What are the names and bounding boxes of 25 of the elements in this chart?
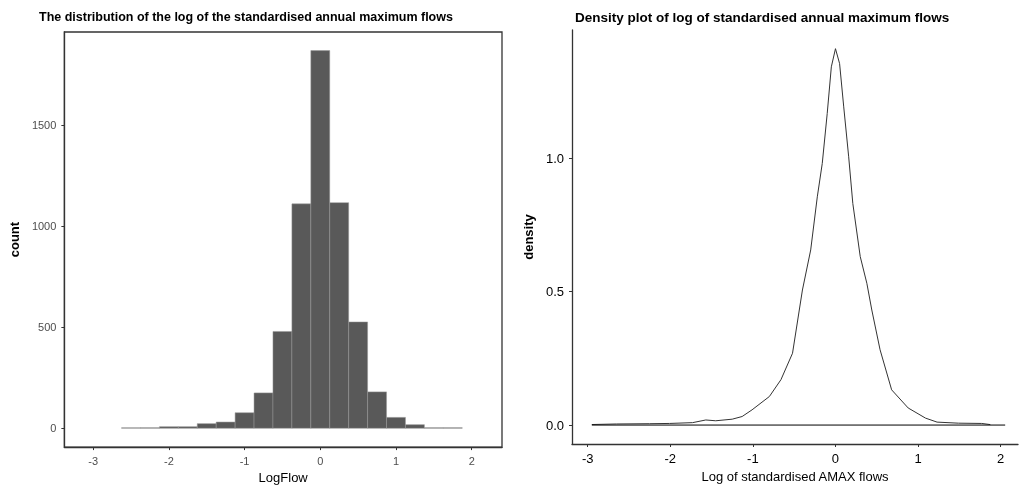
x-axis-title: Log of standardised AMAX flows [701, 468, 890, 484]
chart-title: The distribution of the log of the standardised annual maximum flows [39, 9, 453, 24]
x-tick-label: 1 [392, 454, 400, 467]
x-tick-label: 0 [317, 454, 324, 467]
y-tick-label: 1.0 [545, 150, 564, 166]
chart-title: Density plot of log of standardised annual maximum flows [575, 9, 950, 25]
x-tick-label: 2 [997, 451, 1005, 466]
y-tick-label: 0 [50, 422, 57, 435]
x-tick-label: -1 [239, 454, 250, 467]
x-tick-label: -3 [88, 454, 99, 467]
y-tick-label: 0.0 [545, 417, 564, 433]
x-tick-label: 2 [468, 454, 475, 467]
y-tick-label: 500 [38, 321, 57, 334]
y-tick-label: 0.5 [545, 284, 564, 300]
x-tick-label: -3 [581, 451, 594, 466]
x-tick-label: -1 [747, 451, 759, 466]
x-tick-label: 0 [831, 451, 840, 466]
y-tick-label: 1500 [31, 119, 57, 132]
x-axis-title: LogFlow [258, 470, 309, 485]
x-tick-label: -2 [163, 454, 174, 467]
y-axis-title: count [7, 221, 22, 258]
x-tick-label: -2 [664, 451, 677, 466]
y-axis-title: density [521, 213, 537, 260]
x-tick-label: 1 [914, 451, 922, 466]
y-tick-label: 1000 [31, 220, 57, 233]
